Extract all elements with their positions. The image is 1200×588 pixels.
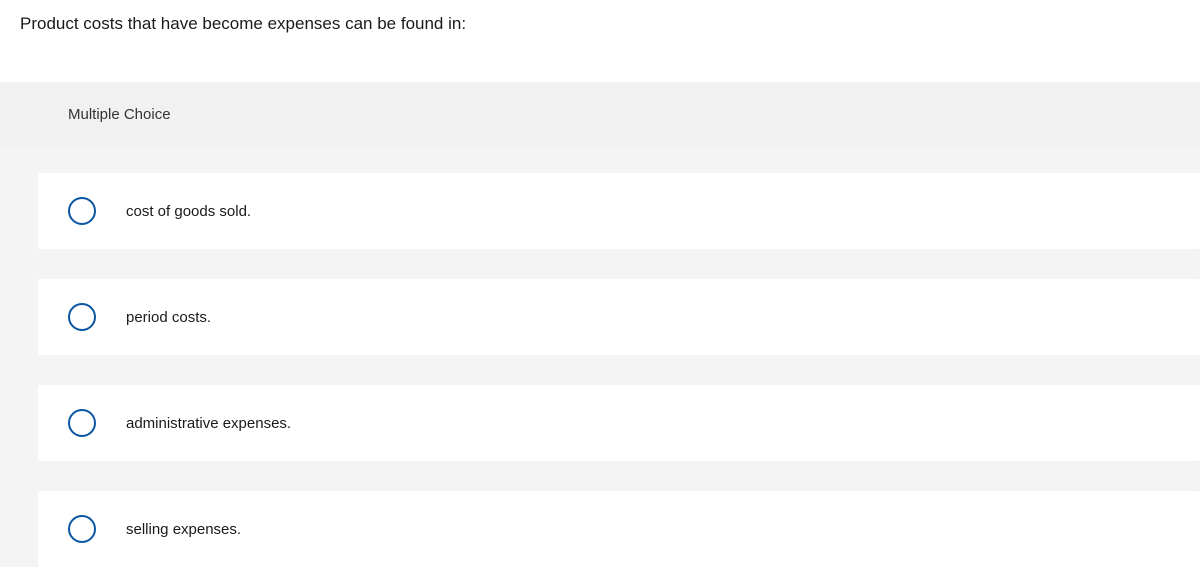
option-row[interactable]: selling expenses. — [38, 491, 1200, 567]
radio-icon[interactable] — [68, 409, 96, 437]
option-label: administrative expenses. — [126, 415, 291, 432]
option-label: selling expenses. — [126, 521, 241, 538]
question-prompt: Product costs that have become expenses … — [0, 0, 1200, 34]
option-row[interactable]: administrative expenses. — [38, 385, 1200, 461]
option-row[interactable]: cost of goods sold. — [38, 173, 1200, 249]
quiz-panel: Multiple Choice cost of goods sold. peri… — [0, 82, 1200, 567]
radio-icon[interactable] — [68, 197, 96, 225]
option-label: cost of goods sold. — [126, 203, 251, 220]
radio-icon[interactable] — [68, 303, 96, 331]
option-row[interactable]: period costs. — [38, 279, 1200, 355]
radio-icon[interactable] — [68, 515, 96, 543]
options-list: cost of goods sold. period costs. admini… — [0, 147, 1200, 567]
option-label: period costs. — [126, 309, 211, 326]
section-label: Multiple Choice — [0, 82, 1200, 147]
